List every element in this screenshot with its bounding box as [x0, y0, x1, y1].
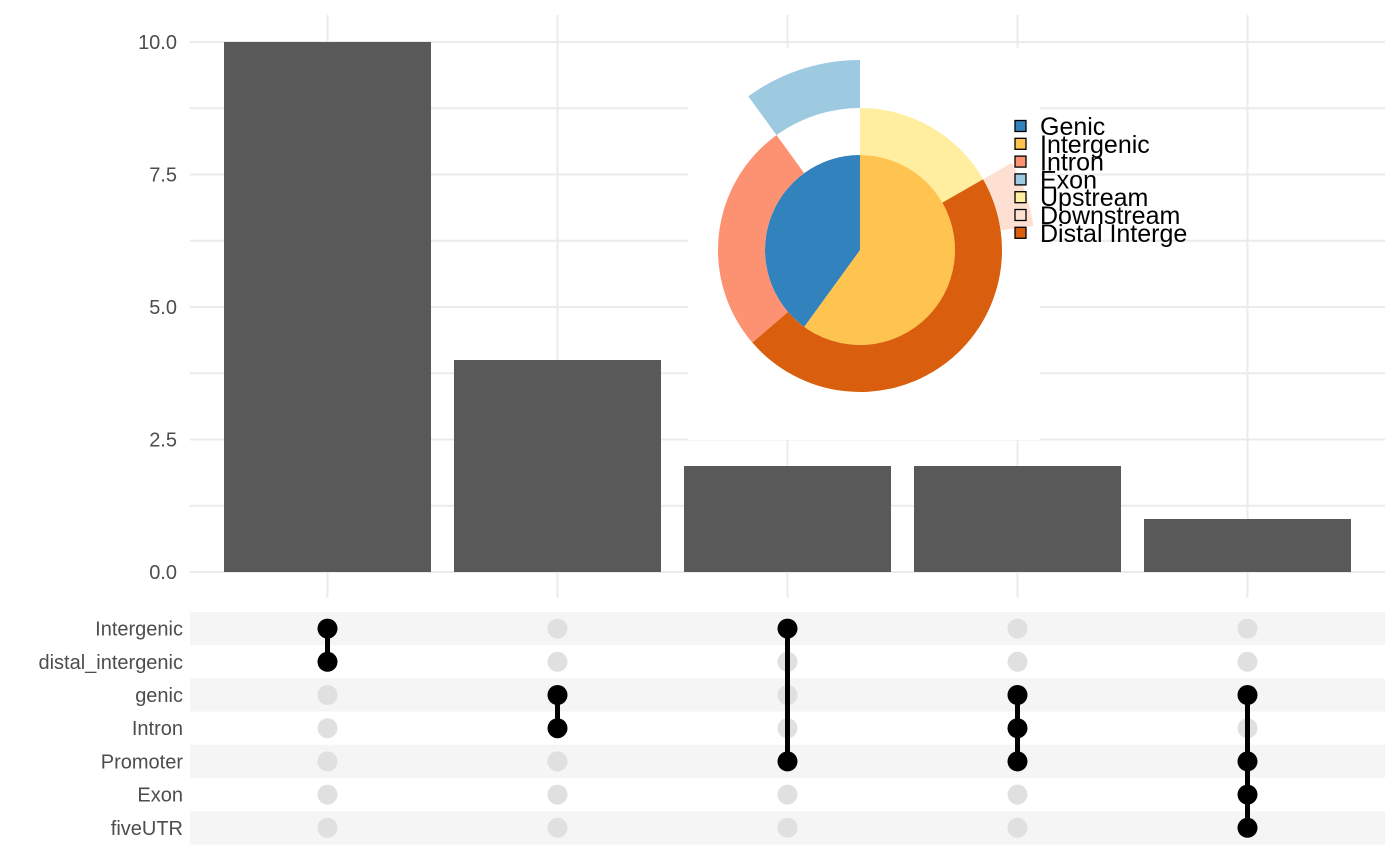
pie-slice — [752, 179, 1002, 392]
matrix-dot — [1007, 651, 1028, 672]
intersection-bar — [684, 466, 891, 572]
legend-swatch — [1014, 119, 1027, 133]
legend-swatch — [1014, 226, 1027, 239]
matrix-dot — [1237, 784, 1258, 805]
matrix-dot — [317, 784, 338, 805]
set-label: genic — [135, 685, 183, 707]
matrix-dot — [777, 817, 798, 838]
matrix-dot — [1007, 751, 1028, 772]
set-label: Intron — [132, 718, 183, 740]
matrix-dot — [1007, 784, 1028, 805]
legend-label: Distal Intergenic — [1040, 220, 1219, 248]
matrix-dot — [1007, 718, 1028, 739]
legend-swatch — [1014, 191, 1027, 204]
matrix-dot — [317, 618, 338, 639]
matrix-dot — [547, 618, 568, 639]
y-tick-label: 5.0 — [149, 297, 177, 319]
matrix-dot — [317, 817, 338, 838]
matrix-dot — [1007, 685, 1028, 705]
matrix-dot — [317, 651, 338, 672]
y-tick-label: 7.5 — [149, 165, 177, 187]
matrix-dot — [1007, 817, 1028, 838]
y-tick-label: 2.5 — [149, 430, 177, 452]
matrix-dot — [1237, 618, 1258, 639]
legend-label: Exon — [1040, 166, 1097, 194]
matrix-dot — [1237, 651, 1258, 672]
set-label: Exon — [137, 785, 183, 807]
set-label: fiveUTR — [111, 818, 183, 840]
matrix-dot — [547, 751, 568, 772]
matrix-dot — [1007, 618, 1028, 639]
intersection-bar — [454, 360, 661, 572]
matrix-dot — [1237, 751, 1258, 772]
legend-swatch — [1014, 173, 1027, 186]
legend-label: Intergenic — [1040, 131, 1150, 159]
set-label: Intergenic — [95, 619, 183, 641]
legend-label: Genic — [1040, 113, 1105, 141]
matrix-dot — [777, 751, 798, 772]
matrix-dot — [777, 784, 798, 805]
legend-label: Intron — [1040, 149, 1104, 177]
matrix-dot — [547, 718, 568, 739]
legend-swatch — [1014, 155, 1027, 168]
intersection-bars — [224, 42, 1351, 572]
matrix-dot — [317, 718, 338, 739]
legend-swatch — [1014, 208, 1027, 222]
pie-inset: GenicIntergenicIntronExonUpstreamDownstr… — [688, 48, 1219, 440]
pie-slice — [718, 135, 805, 343]
matrix-dot — [317, 685, 338, 705]
intersection-bar — [1144, 519, 1351, 572]
matrix-dot — [547, 784, 568, 805]
matrix-dot — [1237, 817, 1258, 838]
legend-label: Downstream — [1040, 202, 1180, 230]
matrix-dot — [547, 651, 568, 672]
intersection-bar — [224, 42, 431, 572]
y-tick-label: 10.0 — [138, 32, 177, 54]
matrix-dot — [317, 751, 338, 772]
legend-swatch — [1014, 137, 1027, 150]
pie-slice — [804, 155, 955, 345]
set-label: distal_intergenic — [38, 652, 183, 674]
pie-slice — [860, 108, 984, 203]
pie-slice — [748, 60, 860, 136]
matrix-dot — [777, 618, 798, 639]
pie-legend: GenicIntergenicIntronExonUpstreamDownstr… — [1014, 113, 1219, 248]
intersection-bar — [914, 466, 1121, 572]
y-tick-label: 0.0 — [149, 562, 177, 584]
legend-label: Upstream — [1040, 184, 1148, 212]
matrix-dot — [547, 685, 568, 705]
pie-slice — [764, 155, 860, 327]
matrix-dot — [547, 817, 568, 838]
set-label: Promoter — [101, 751, 184, 773]
matrix-dot — [1237, 685, 1258, 705]
